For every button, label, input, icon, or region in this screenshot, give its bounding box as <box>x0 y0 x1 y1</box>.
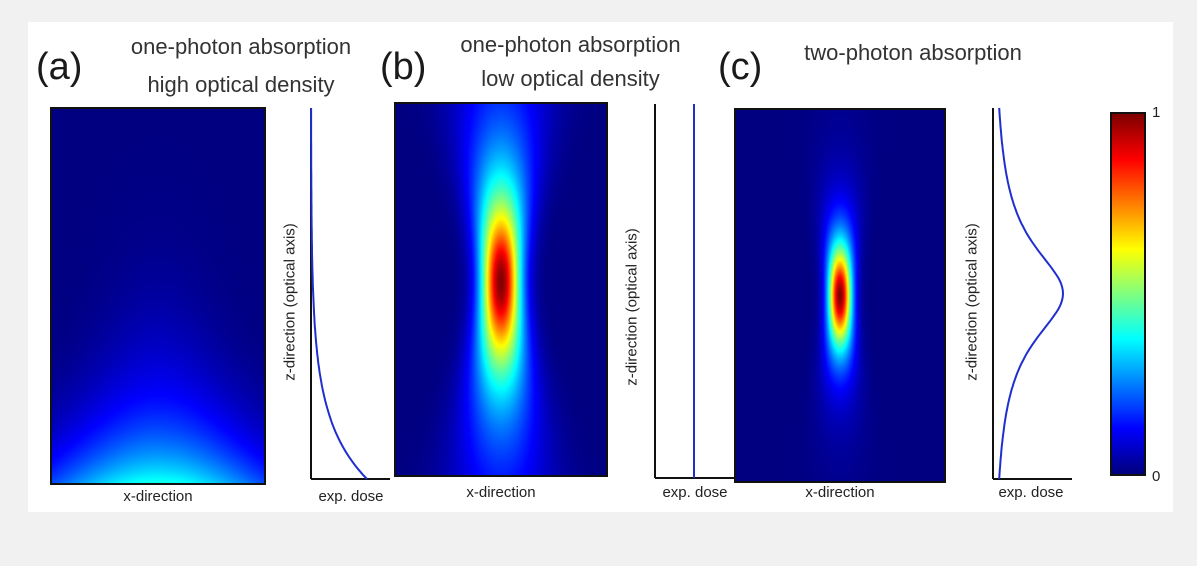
panel-b-letter: (b) <box>380 46 427 88</box>
panel-c-title-line1: two-photon absorption <box>804 40 1022 65</box>
panel-a-profile-xlabel: exp. dose <box>318 488 384 505</box>
panel-c-profile-ylabel: z-direction (optical axis) <box>963 223 981 381</box>
panel-b-profile-ylabel: z-direction (optical axis) <box>623 228 641 386</box>
panel-a-title-line1: one-photon absorption <box>130 34 352 59</box>
panel-a-profile <box>310 108 390 480</box>
panel-c-dose-map <box>734 108 946 483</box>
panel-a-dose-map <box>50 107 266 485</box>
panel-b-map-xlabel: x-direction <box>466 484 536 501</box>
panel-c-letter: (c) <box>718 46 763 88</box>
panel-b-title-line2: low optical density <box>481 66 660 91</box>
panel-b-profile <box>654 104 736 479</box>
colorbar-min-label: 0 <box>1152 468 1161 485</box>
colorbar-max-label: 1 <box>1152 104 1161 121</box>
panel-c-profile-xlabel: exp. dose <box>998 484 1064 501</box>
panel-b-profile-xlabel: exp. dose <box>662 484 728 501</box>
panel-a-profile-curve <box>310 108 368 480</box>
panel-b-title-line1: one-photon absorption <box>460 32 681 57</box>
panel-b-dose-map <box>394 102 608 477</box>
panel-a-letter: (a) <box>36 46 83 88</box>
panel-a-profile-ylabel: z-direction (optical axis) <box>281 223 299 381</box>
panel-c-map-xlabel: x-direction <box>805 484 875 501</box>
panel-a-map-xlabel: x-direction <box>123 488 193 505</box>
colorbar <box>1110 112 1146 476</box>
panel-c-profile <box>992 107 1072 480</box>
panel-c-profile-curve <box>998 107 1065 480</box>
panel-a-title-line2: high optical density <box>147 72 335 97</box>
figure: (a) one-photon absorption high optical d… <box>28 22 1173 512</box>
